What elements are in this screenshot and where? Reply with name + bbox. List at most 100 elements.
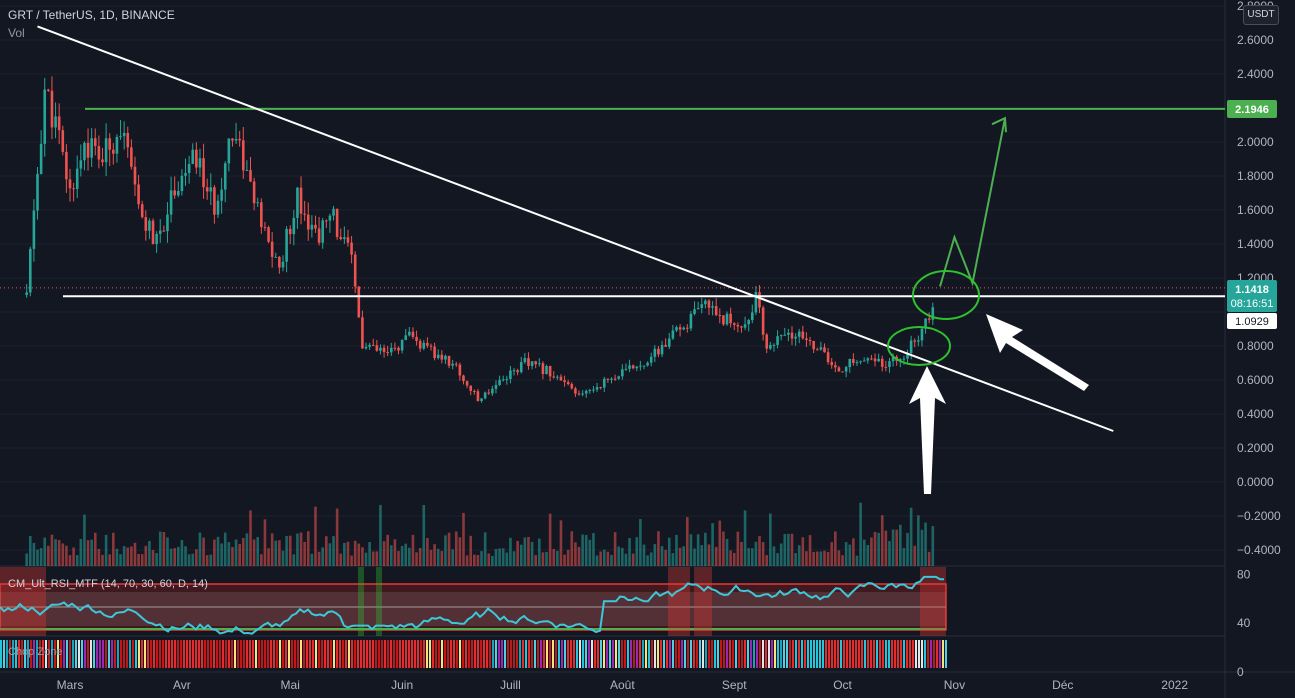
- chop-bar: [426, 640, 428, 668]
- chop-bar: [420, 640, 422, 668]
- chop-bar: [939, 640, 941, 668]
- candle-body: [364, 346, 368, 349]
- chop-bar: [543, 640, 545, 668]
- chop-bar: [354, 640, 356, 668]
- chop-bar: [660, 640, 662, 668]
- chop-bar: [258, 640, 260, 668]
- chop-bar: [57, 640, 59, 668]
- arrow-left-white[interactable]: [986, 314, 1089, 391]
- volume-bar: [711, 523, 714, 566]
- candle-body: [834, 365, 837, 368]
- chop-bar: [633, 640, 635, 668]
- volume-bar: [411, 534, 415, 566]
- candle-body: [823, 347, 826, 353]
- chop-bar: [870, 640, 872, 668]
- last-price-badge[interactable]: 1.1418 08:16:51: [1227, 280, 1277, 312]
- volume-bar: [393, 539, 397, 566]
- volume-bar: [216, 536, 220, 566]
- volume-bar: [126, 547, 130, 566]
- chop-bar: [795, 640, 797, 668]
- candle-body: [303, 213, 306, 215]
- time-tick-label: Juin: [391, 678, 413, 692]
- chop-bar: [276, 640, 278, 668]
- volume-bar: [523, 537, 527, 566]
- candle-body: [779, 335, 783, 337]
- volume-bar: [671, 553, 675, 566]
- volume-bar: [660, 546, 664, 566]
- volume-bar: [826, 551, 830, 566]
- candle-body: [90, 138, 93, 158]
- chop-bar: [675, 640, 677, 668]
- volume-bar: [83, 514, 86, 566]
- symbol-title[interactable]: GRT / TetherUS, 1D, BINANCE: [8, 8, 175, 22]
- candle-body: [880, 358, 884, 367]
- chop-bar: [567, 640, 569, 668]
- candle-body: [790, 332, 794, 339]
- volume-bar: [104, 534, 108, 566]
- volume-bar: [931, 526, 935, 566]
- breakout-circle-lower[interactable]: [887, 326, 951, 366]
- volume-bar: [754, 541, 758, 566]
- candle-body: [252, 181, 256, 204]
- volume-bar: [162, 532, 166, 566]
- candle-body: [325, 220, 328, 222]
- volume-bar: [122, 546, 126, 566]
- rsi-mid-band: [0, 592, 946, 626]
- support-price-badge[interactable]: 1.0929: [1227, 313, 1277, 329]
- volume-bar: [281, 550, 285, 566]
- volume-bar: [491, 555, 494, 566]
- projection-path[interactable]: [939, 118, 1006, 287]
- chop-bar: [66, 640, 68, 668]
- chop-bar: [942, 640, 944, 668]
- volume-bar: [750, 548, 754, 566]
- candle-body: [870, 358, 873, 360]
- candle-body: [317, 228, 321, 243]
- chop-bar: [435, 640, 437, 668]
- volume-bar: [862, 539, 866, 566]
- volume-bar: [740, 542, 743, 566]
- volume-bar: [873, 531, 877, 566]
- candle-body: [205, 187, 209, 192]
- volume-legend[interactable]: Vol: [8, 26, 25, 40]
- chop-bar: [897, 640, 899, 668]
- chop-bar: [840, 640, 842, 668]
- rsi-indicator-label[interactable]: CM_Ult_RSI_MTF (14, 70, 30, 60, D, 14): [8, 578, 208, 590]
- resistance-price-badge[interactable]: 2.1946: [1227, 100, 1277, 118]
- arrow-up-white[interactable]: [909, 366, 946, 494]
- volume-bar: [364, 552, 368, 566]
- candle-body: [65, 151, 68, 180]
- volume-bar: [151, 549, 155, 566]
- volume-bar: [28, 535, 32, 566]
- chop-bar: [300, 640, 302, 668]
- candle-body: [274, 256, 278, 258]
- chop-bar: [393, 640, 395, 668]
- candle-body: [642, 365, 646, 367]
- candle-body: [534, 361, 537, 365]
- candle-body: [902, 358, 906, 360]
- candle-body: [278, 256, 281, 268]
- chop-bar: [288, 640, 290, 668]
- volume-bar: [729, 550, 732, 566]
- volume-bar: [837, 550, 841, 566]
- chop-bar: [921, 640, 923, 668]
- volume-bar: [906, 532, 909, 566]
- price-tick-label: 0.2000: [1237, 441, 1274, 455]
- currency-button[interactable]: USDT: [1243, 5, 1279, 25]
- candle-body: [772, 344, 776, 346]
- chop-bar: [171, 640, 173, 668]
- volume-bar: [732, 552, 736, 566]
- chop-bar: [69, 640, 71, 668]
- candle-body: [545, 365, 548, 375]
- candle-body: [859, 361, 862, 363]
- chop-zone-label[interactable]: Chop Zone: [8, 646, 63, 658]
- breakout-circle-upper[interactable]: [912, 270, 980, 320]
- chop-bar: [48, 640, 50, 668]
- chop-bar: [735, 640, 737, 668]
- volume-bar: [433, 544, 436, 566]
- volume-bar: [689, 534, 693, 566]
- candle-body: [418, 340, 422, 349]
- chop-bar: [3, 640, 5, 668]
- candle-body: [115, 136, 119, 154]
- candle-body: [848, 358, 852, 368]
